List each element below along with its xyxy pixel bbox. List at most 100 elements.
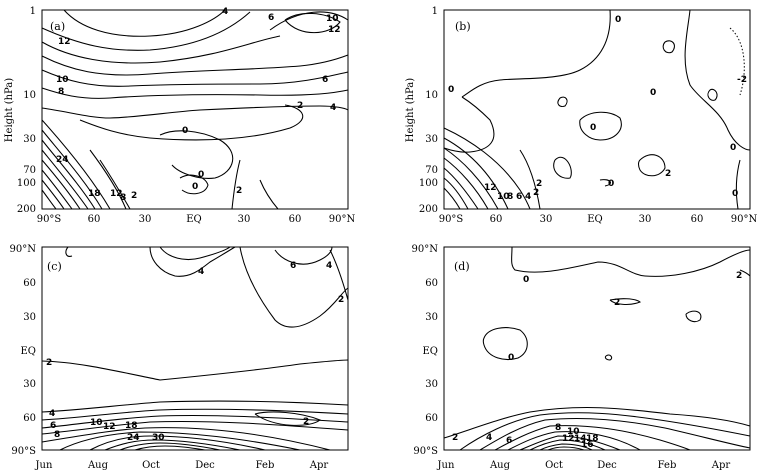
x-tick: Dec	[195, 460, 215, 471]
y-tick: 30	[23, 134, 36, 145]
contour-label: 6	[322, 75, 328, 85]
contour-label: 2	[303, 417, 309, 427]
y-tick: 60	[23, 413, 36, 424]
contour-label: 8	[58, 87, 64, 97]
contour-label: -2	[737, 75, 747, 85]
y-tick: 90°N	[412, 244, 439, 255]
contour-line	[443, 407, 751, 439]
panel-d: (d) 90°N 60 30 EQ 30 60 90°S Jun Aug Oct…	[412, 244, 751, 471]
contour-label: 2	[297, 101, 303, 111]
contour-line	[41, 149, 89, 210]
contour-label: 0	[192, 182, 198, 192]
contour-label: 8	[120, 193, 126, 203]
panel-a-label: (a)	[50, 20, 65, 33]
panel-a-xticks: 90°S 60 30 EQ 30 60 90°N	[37, 214, 356, 225]
panel-c-contours	[41, 246, 349, 451]
x-tick: 90°N	[731, 214, 758, 225]
contour-line	[41, 159, 81, 210]
contour-label: 0	[590, 123, 596, 133]
contour-label: 2	[536, 179, 542, 189]
contour-line	[99, 159, 131, 210]
x-tick: 30	[639, 214, 652, 225]
contour-label: 0	[615, 15, 621, 25]
contour-line	[41, 139, 96, 210]
contour-line	[41, 105, 349, 119]
panel-d-frame	[443, 246, 751, 451]
y-tick: 1	[30, 6, 36, 17]
panel-c-label: (c)	[47, 260, 62, 273]
contour-label: 10	[56, 75, 69, 85]
y-tick: 30	[425, 379, 438, 390]
panel-b: (b) Height (hPa) 1 10 30 70 100 200 90°S…	[405, 6, 757, 225]
contour-line	[662, 40, 675, 54]
x-tick: 90°S	[37, 214, 62, 225]
contour-line	[547, 446, 585, 451]
contour-label: 0	[182, 126, 188, 136]
contour-line	[479, 417, 751, 451]
panel-a-contour-labels: 4 6 10 12 12 10 8 6 4 2 0 0 0 2 24 18 12…	[56, 7, 341, 203]
panel-a-yticks: 1 10 30 70 100 200	[17, 6, 36, 215]
panel-d-yticks: 90°N 60 30 EQ 30 60 90°S	[412, 244, 439, 457]
contour-line	[443, 137, 509, 210]
panel-b-yticks: 1 10 30 70 100 200	[419, 6, 438, 215]
contour-line	[89, 435, 266, 451]
y-tick: 30	[425, 312, 438, 323]
x-tick: 90°N	[329, 214, 356, 225]
contour-label: 18	[88, 189, 101, 199]
contour-label: 10	[326, 14, 339, 24]
x-tick: 30	[139, 214, 152, 225]
y-tick: 60	[425, 278, 438, 289]
contour-line	[604, 354, 613, 361]
x-tick: Apr	[309, 460, 329, 471]
y-tick: 60	[425, 413, 438, 424]
y-tick: 10	[425, 90, 438, 101]
contour-line	[494, 425, 691, 451]
contour-label: 30	[152, 433, 165, 443]
contour-line	[104, 439, 241, 451]
contour-line	[539, 443, 593, 451]
contour-line	[159, 130, 234, 179]
y-tick: 90°N	[10, 244, 37, 255]
x-tick: 60	[490, 214, 503, 225]
contour-label: 10	[90, 418, 103, 428]
contour-line	[599, 179, 611, 187]
contour-label: 12	[110, 189, 123, 199]
y-tick: 100	[17, 178, 36, 189]
contour-line	[459, 412, 751, 451]
panel-b-contour-labels: 0 0 0 0 0 -2 2 2 0 0 12 10 8 6 4 2	[448, 15, 747, 202]
contour-label: 12	[328, 25, 341, 35]
x-tick: Feb	[256, 460, 275, 471]
panel-d-contours	[443, 246, 751, 451]
contour-label: 0	[650, 88, 656, 98]
y-tick: 1	[432, 6, 438, 17]
panel-c: (c) 90°N 60 30 EQ 30 60 90°S Jun Aug Oct…	[10, 244, 349, 471]
contour-label: 4	[330, 103, 336, 113]
contour-line	[579, 111, 622, 141]
y-tick: 100	[419, 178, 438, 189]
y-tick: 200	[17, 204, 36, 215]
contour-line	[443, 96, 495, 153]
contour-label: 6	[290, 261, 296, 271]
contour-label: 2	[533, 188, 539, 198]
contour-line	[684, 9, 751, 151]
contour-line	[41, 119, 111, 210]
contour-line	[134, 445, 206, 451]
contour-line	[739, 269, 751, 277]
contour-label: 2	[236, 186, 242, 196]
contour-label: 10	[567, 427, 580, 437]
contour-line	[685, 310, 702, 323]
contour-line	[119, 442, 221, 451]
x-tick: Aug	[489, 460, 511, 471]
contour-label: 18	[125, 421, 138, 431]
contour-label: 2	[338, 295, 344, 305]
contour-label: 4	[486, 433, 492, 443]
contour-line	[41, 169, 73, 210]
panel-b-label: (b)	[455, 20, 471, 33]
contour-label: 10	[497, 192, 510, 202]
panel-b-xticks: 90°S 60 30 EQ 30 60 90°N	[439, 214, 758, 225]
contour-line	[41, 414, 349, 429]
contour-line	[41, 420, 349, 435]
x-tick: Apr	[711, 460, 731, 471]
panel-a-contours	[41, 9, 349, 210]
contour-line	[519, 149, 541, 210]
